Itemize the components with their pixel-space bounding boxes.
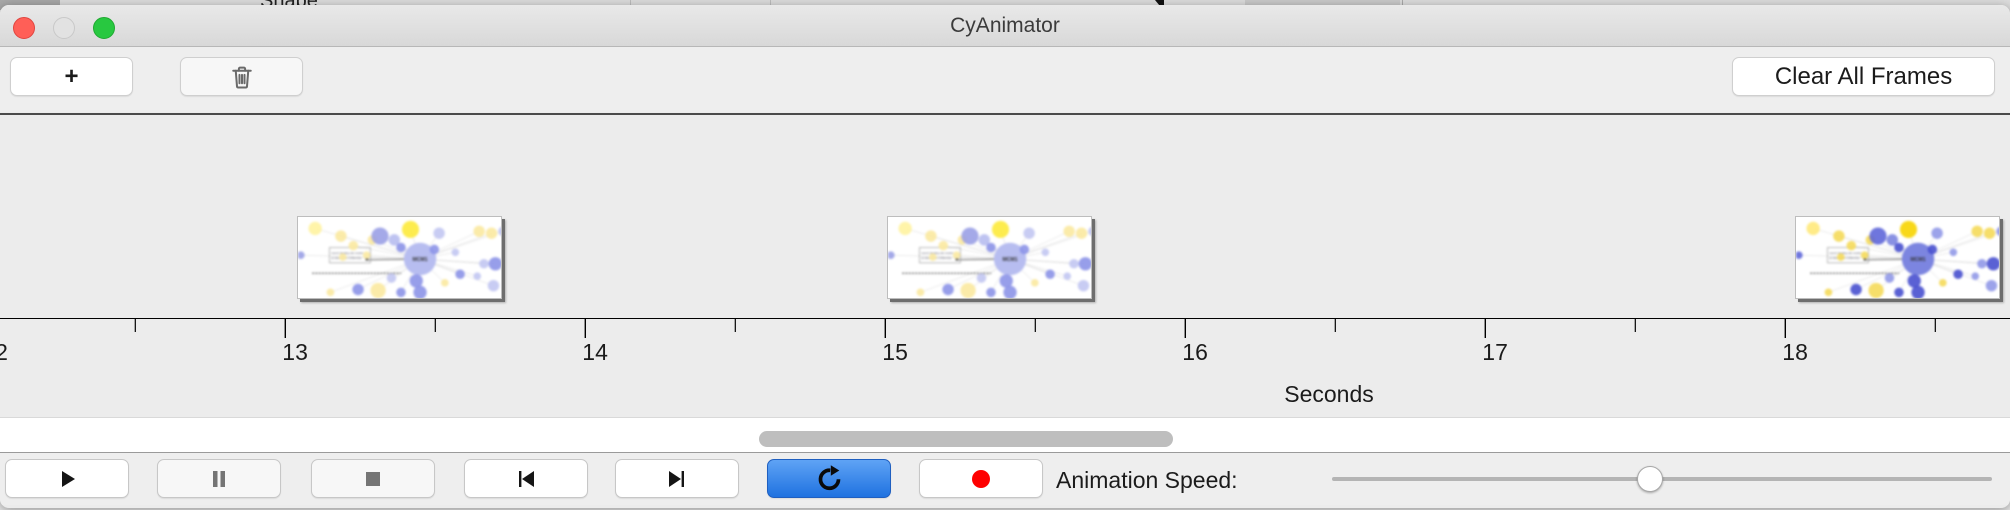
svg-text:12: 12 (0, 339, 8, 365)
svg-text:MCM1: MCM1 (1002, 257, 1017, 263)
svg-text:mcm1 binding site model: mcm1 binding site model (921, 251, 953, 255)
svg-text:18: 18 (1782, 339, 1808, 365)
svg-text:17: 17 (1482, 339, 1508, 365)
svg-text:16: 16 (1182, 339, 1208, 365)
svg-text:mcm1 binding site model: mcm1 binding site model (331, 251, 363, 255)
svg-text:MCM1: MCM1 (1910, 257, 1925, 263)
svg-text:14: 14 (582, 339, 608, 365)
svg-text:MCM1: MCM1 (412, 257, 427, 263)
svg-text:mcm1 binding site model: mcm1 binding site model (1829, 251, 1861, 255)
svg-text:13: 13 (282, 339, 308, 365)
svg-text:15: 15 (882, 339, 908, 365)
